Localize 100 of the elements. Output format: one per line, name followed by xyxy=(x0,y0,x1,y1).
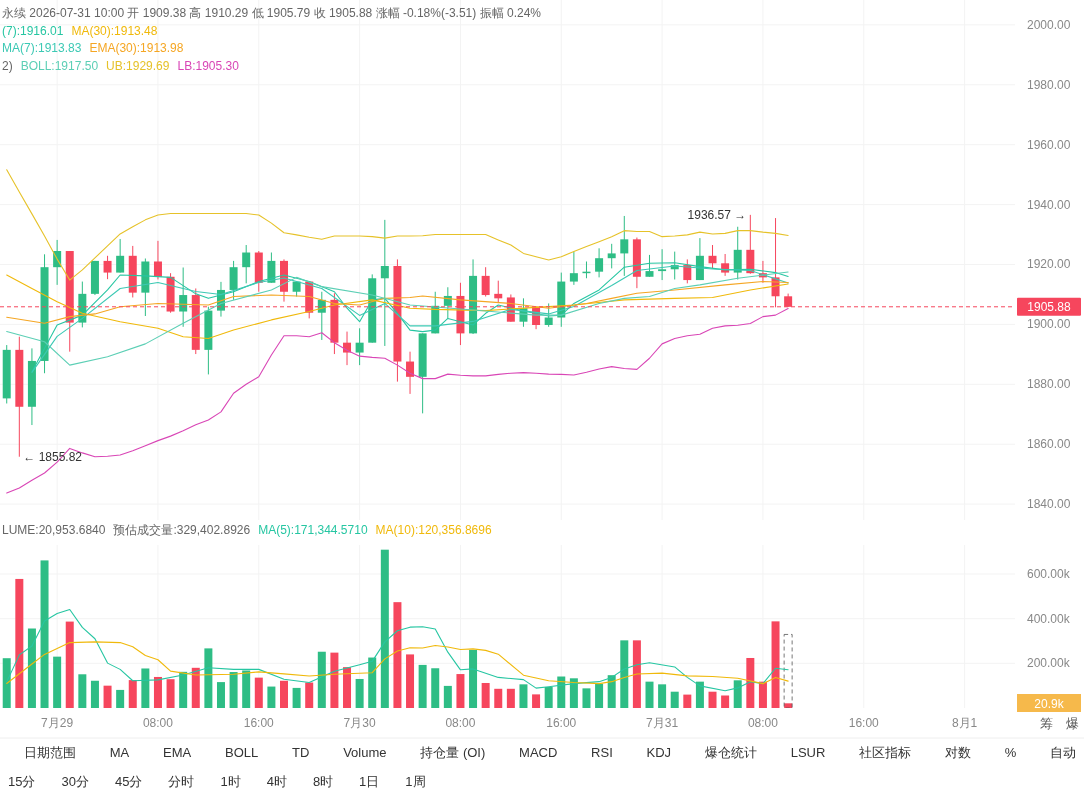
bar xyxy=(305,682,314,708)
bar xyxy=(267,686,276,708)
bar xyxy=(65,621,74,708)
text: 筹 xyxy=(1040,716,1053,731)
bar xyxy=(27,628,36,708)
x-tick-label: 08:00 xyxy=(747,716,779,730)
text: RSI xyxy=(591,745,613,760)
text: 自动 xyxy=(1050,745,1076,760)
text: 15分 xyxy=(8,774,36,789)
text: 20.9k xyxy=(1034,696,1065,711)
bar xyxy=(758,681,767,708)
text: 日期范围 xyxy=(24,745,76,760)
bar xyxy=(242,670,251,708)
bar xyxy=(90,680,99,708)
text: 爆 xyxy=(1066,716,1079,731)
bar xyxy=(330,652,339,708)
bar xyxy=(456,674,465,708)
text: EMA(30):1913.98 xyxy=(89,41,184,55)
x-tick-label: 16:00 xyxy=(243,716,275,730)
text: 8时 xyxy=(312,774,334,789)
bar xyxy=(771,621,780,708)
bar xyxy=(607,675,616,708)
annotation: 2) xyxy=(2,58,13,73)
x-tick-label: 7月31 xyxy=(646,716,679,730)
bar xyxy=(783,634,793,708)
text: 社区指标 xyxy=(859,745,912,760)
candlestick xyxy=(607,243,616,269)
line-series xyxy=(6,641,789,685)
candlestick xyxy=(380,219,389,347)
candlestick xyxy=(658,248,667,281)
line-series xyxy=(6,307,789,494)
x-tick-label: 08:00 xyxy=(142,716,174,730)
text: MA(30):1913.48 xyxy=(71,23,158,38)
text: MA(5):171,344.5710 xyxy=(258,523,368,537)
text: 1时 xyxy=(220,774,241,789)
bar xyxy=(632,640,641,708)
text: EMA xyxy=(163,745,192,760)
bar xyxy=(166,679,175,708)
candlestick xyxy=(620,215,629,277)
bar xyxy=(708,691,717,708)
bar xyxy=(481,682,490,708)
text: MA xyxy=(109,745,130,760)
y-tick-label: 1940.00 xyxy=(1027,197,1071,212)
text: LSUR xyxy=(790,745,826,760)
bar xyxy=(620,640,629,708)
text: 对数 xyxy=(944,745,971,760)
text: 4时 xyxy=(266,774,287,789)
candlestick xyxy=(355,327,364,366)
text: 预估成交量:329,402.8926 xyxy=(113,523,251,537)
candlestick xyxy=(708,244,717,269)
bar xyxy=(141,668,150,708)
bar xyxy=(469,649,478,708)
text: 爆仓统计 xyxy=(704,745,757,760)
ref-line-label: 1905.88 xyxy=(1027,300,1072,315)
bar xyxy=(746,657,755,708)
bar xyxy=(519,684,528,708)
bar xyxy=(658,684,667,708)
annotation: 永续 2026-07-31 10:00 开 1909.38 高 1910.29 低 1905.79 收 1905.88 涨幅 -0.18%(-3.51) 振幅 0.24% xyxy=(2,6,542,20)
y-tick-label: 200.00k xyxy=(1027,656,1071,671)
candlestick xyxy=(116,238,125,274)
bar xyxy=(53,656,62,708)
y-tick-label: 1860.00 xyxy=(1027,437,1071,452)
text: LB:1905.30 xyxy=(177,58,240,73)
bar xyxy=(582,688,591,708)
bar xyxy=(645,681,654,708)
bar xyxy=(153,676,162,708)
text: MA(10):120,356.8696 xyxy=(375,523,492,537)
y-tick-label: 600.00k xyxy=(1027,567,1071,582)
bar xyxy=(418,664,427,708)
bar xyxy=(78,674,87,708)
bar xyxy=(443,685,452,708)
bar xyxy=(216,682,225,708)
bar xyxy=(544,687,553,708)
line-series xyxy=(6,281,789,324)
candlestick xyxy=(595,247,604,278)
bar xyxy=(40,560,49,708)
bar xyxy=(179,671,188,708)
y-tick-label: 1920.00 xyxy=(1027,257,1071,272)
bar xyxy=(532,694,541,708)
candlestick xyxy=(645,254,654,278)
text: 1日 xyxy=(359,774,380,789)
bar xyxy=(569,678,578,708)
x-tick-label: 8月1 xyxy=(951,716,978,730)
bar xyxy=(683,694,692,708)
text: TD xyxy=(292,745,310,760)
y-tick-label: 1880.00 xyxy=(1027,377,1071,392)
bar xyxy=(557,676,566,708)
x-tick-label: 7月29 xyxy=(41,716,74,730)
candlestick xyxy=(179,266,188,328)
text: BOLL:1917.50 xyxy=(20,58,99,73)
y-tick-label: 2000.00 xyxy=(1027,17,1071,32)
text: LUME:20,953.6840 xyxy=(2,523,106,537)
bar xyxy=(343,667,352,708)
bar xyxy=(406,654,415,708)
bar xyxy=(695,681,704,708)
bar xyxy=(292,687,301,708)
bar xyxy=(229,672,238,708)
bar xyxy=(733,680,742,708)
candlestick xyxy=(544,302,553,328)
bar xyxy=(204,648,213,708)
